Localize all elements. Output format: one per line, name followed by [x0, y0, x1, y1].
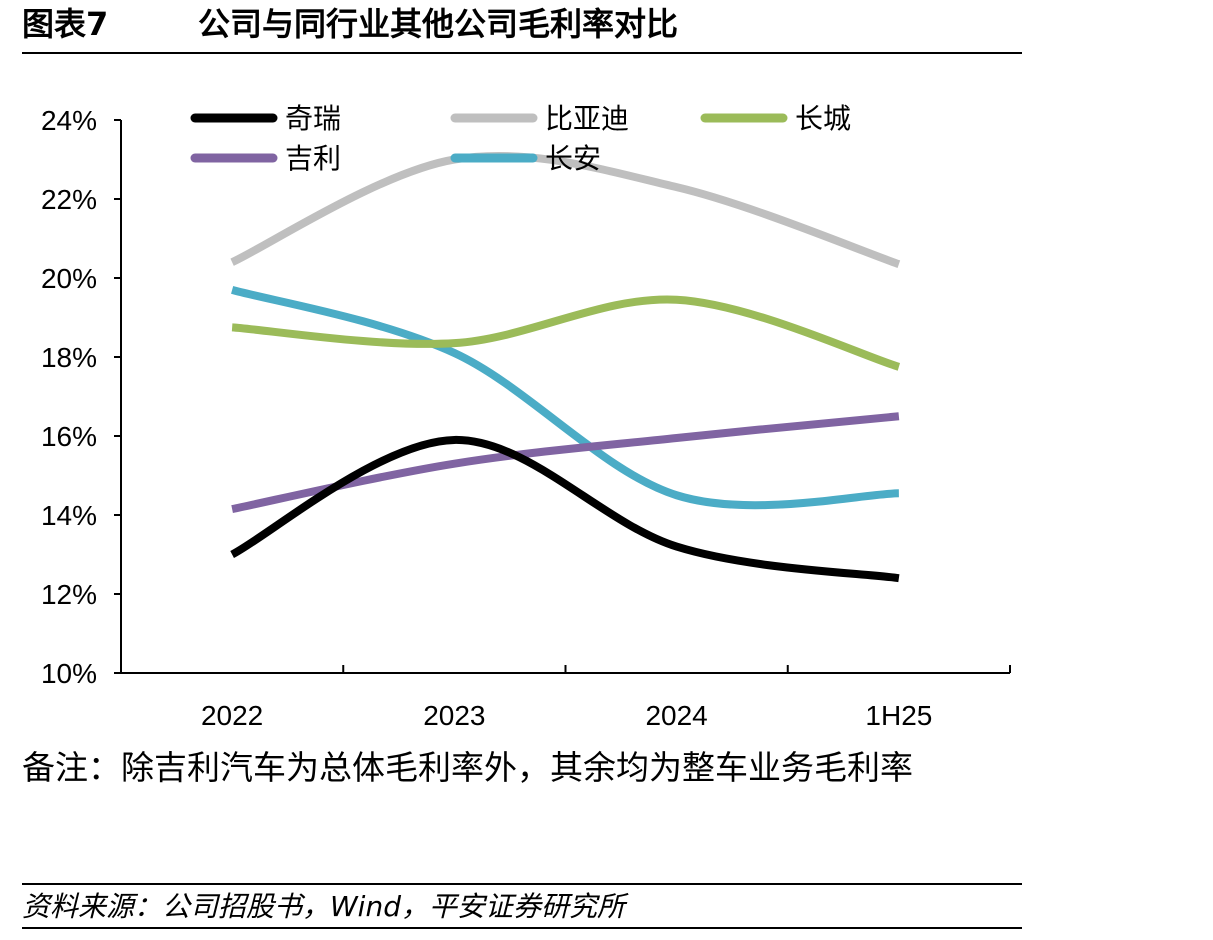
chart-series	[230, 151, 901, 583]
y-tick-label: 12%	[41, 579, 97, 610]
series-line-3	[231, 295, 901, 371]
legend-label: 长城	[795, 102, 851, 135]
source-line: 资料来源：公司招股书，Wind，平安证券研究所	[22, 883, 1022, 929]
chart-axes: 10% 12% 14% 16% 18% 20% 22% 24% 2022 2023 2024 1H25	[41, 105, 1011, 731]
x-tick-label: 1H25	[865, 700, 932, 731]
figure-header: 图表7 公司与同行业其他公司毛利率对比	[22, 0, 1022, 54]
series-line-1	[230, 435, 900, 583]
y-tick-label: 10%	[41, 658, 97, 689]
series-line-2	[230, 151, 901, 268]
series-line-4	[231, 412, 900, 513]
y-tick-label: 22%	[41, 184, 97, 215]
figure-number: 图表7	[22, 5, 109, 43]
legend-label: 奇瑞	[285, 102, 341, 135]
legend-label: 长安	[545, 142, 601, 175]
series-line-5	[231, 286, 899, 510]
y-tick-label: 18%	[41, 342, 97, 373]
legend-label: 吉利	[285, 142, 341, 175]
y-tick-label: 16%	[41, 421, 97, 452]
y-tick-label: 24%	[41, 105, 97, 136]
y-tick-label: 20%	[41, 263, 97, 294]
x-tick-label: 2023	[423, 700, 485, 731]
x-tick-label: 2024	[645, 700, 707, 731]
y-tick-label: 14%	[41, 500, 97, 531]
legend-label: 比亚迪	[545, 102, 629, 135]
x-tick-label: 2022	[201, 700, 263, 731]
source-text: 资料来源：公司招股书，Wind，平安证券研究所	[22, 890, 625, 923]
line-chart: 10% 12% 14% 16% 18% 20% 22% 24% 2022 2023 2024 1H25…	[41, 102, 1011, 731]
figure-title: 公司与同行业其他公司毛利率对比	[198, 5, 679, 43]
chart-note: 备注：除吉利汽车为总体毛利率外，其余均为整车业务毛利率	[22, 748, 913, 787]
